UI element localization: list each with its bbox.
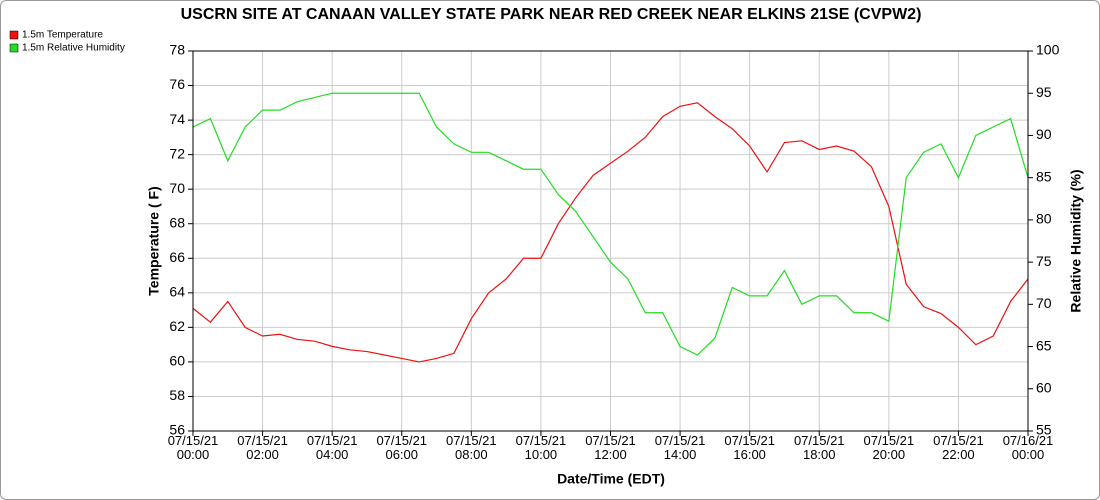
data-line — [192, 92, 1029, 356]
y2-tick-label: 85 — [1036, 168, 1052, 184]
legend-label: 1.5m Temperature — [22, 30, 103, 41]
y-tick-label: 76 — [169, 76, 185, 92]
y-tick-label: 60 — [169, 353, 185, 369]
y2-tick-label: 60 — [1036, 379, 1052, 395]
x-tick-label: 07/15/21 12:00 — [585, 433, 636, 462]
y-tick-label: 56 — [169, 422, 185, 438]
data-line — [192, 102, 1029, 363]
y-tick-label: 70 — [169, 180, 185, 196]
y-axis-label: Temperature ( F) — [146, 186, 162, 295]
y2-tick-label: 75 — [1036, 253, 1052, 269]
y2-tick-label: 70 — [1036, 295, 1052, 311]
y-tick-label: 74 — [169, 111, 185, 127]
legend-label: 1.5m Relative Humidity — [22, 43, 125, 54]
x-tick-label: 07/15/21 18:00 — [793, 433, 845, 462]
x-tick-label: 07/15/21 22:00 — [933, 433, 984, 462]
chart-title: USCRN SITE AT CANAAN VALLEY STATE PARK N… — [181, 6, 922, 23]
x-tick-label: 07/15/21 04:00 — [306, 433, 358, 462]
y2-tick-label: 65 — [1036, 337, 1052, 353]
x-axis-label: Date/Time (EDT) — [557, 471, 665, 487]
x-tick-label: 07/15/21 10:00 — [515, 433, 567, 462]
y2-tick-label: 55 — [1036, 422, 1052, 438]
legend-swatch — [9, 43, 19, 53]
y2-axis-label: Relative Humidity (%) — [1068, 169, 1084, 312]
y-tick-label: 64 — [169, 284, 185, 300]
x-tick-label: 07/15/21 00:00 — [167, 433, 219, 462]
y2-tick-label: 95 — [1036, 84, 1052, 100]
y2-tick-label: 80 — [1036, 211, 1052, 227]
y-tick-label: 58 — [169, 387, 185, 403]
plot-border — [192, 50, 1029, 432]
y-tick-label: 62 — [169, 318, 185, 334]
y-tick-label: 72 — [169, 145, 185, 161]
x-tick-label: 07/15/21 14:00 — [654, 433, 706, 462]
x-tick-label: 07/15/21 02:00 — [237, 433, 288, 462]
y-tick-label: 78 — [169, 42, 185, 58]
x-tick-label: 07/15/21 06:00 — [376, 433, 428, 462]
y-tick-label: 68 — [169, 214, 185, 230]
y2-tick-label: 100 — [1036, 42, 1060, 58]
x-tick-label: 07/15/21 16:00 — [724, 433, 775, 462]
y2-tick-label: 90 — [1036, 126, 1052, 142]
y-tick-label: 66 — [169, 249, 185, 265]
x-tick-label: 07/16/21 00:00 — [1002, 433, 1054, 462]
legend-swatch — [9, 30, 19, 40]
x-tick-label: 07/15/21 08:00 — [446, 433, 497, 462]
x-tick-label: 07/15/21 20:00 — [863, 433, 915, 462]
